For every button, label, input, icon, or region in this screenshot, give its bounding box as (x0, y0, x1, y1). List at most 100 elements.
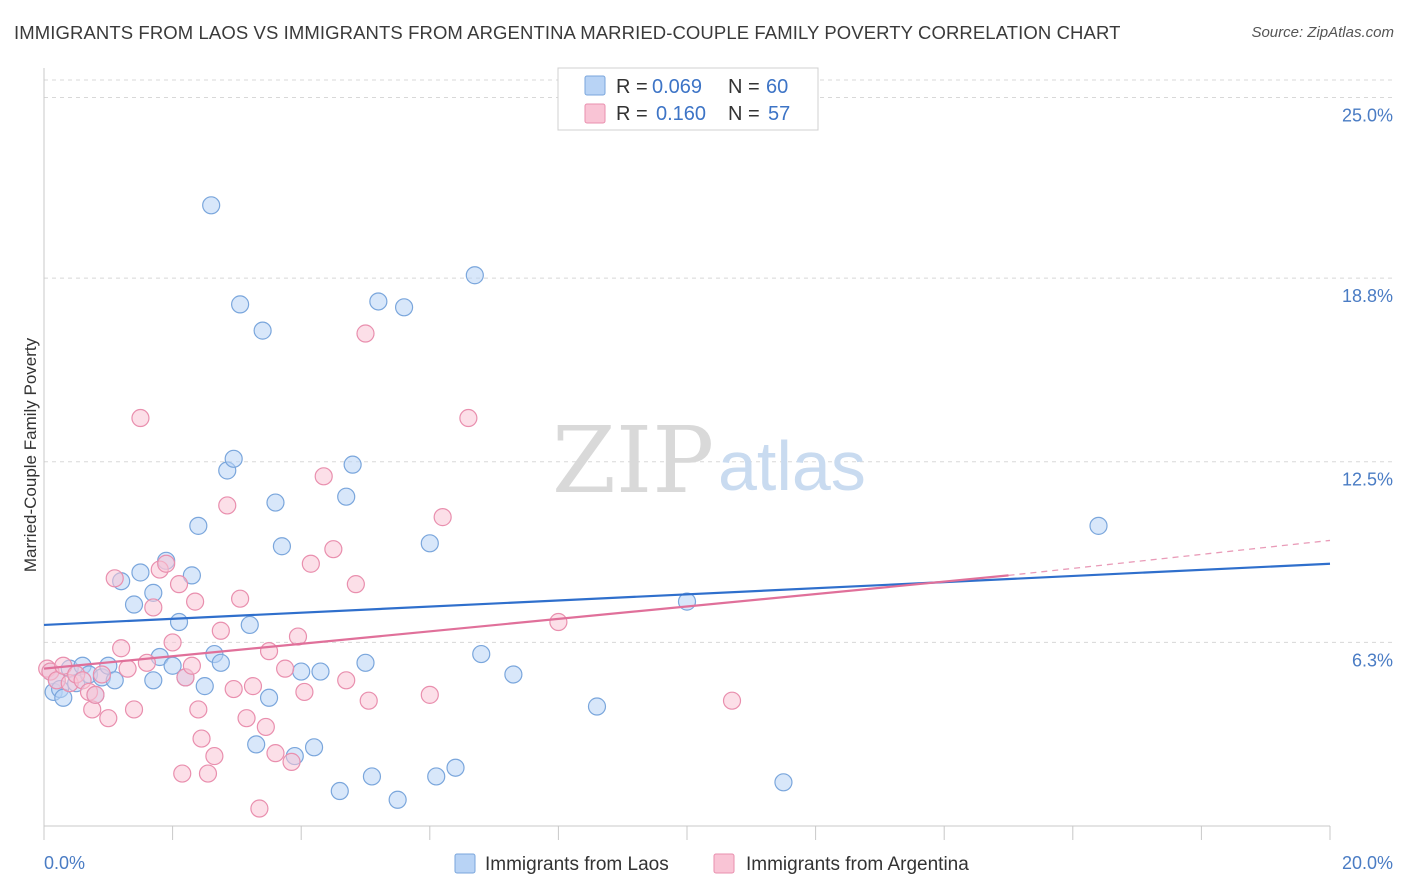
point-argentina (211, 621, 230, 640)
point-argentina (356, 324, 375, 343)
point-argentina (163, 633, 182, 652)
point-laos (304, 738, 324, 757)
point-argentina (324, 540, 343, 559)
point-laos (504, 665, 523, 684)
point-laos (587, 697, 607, 716)
point-laos (330, 781, 349, 801)
axes-layer: 6.3% 12.5% 18.8% 25.0% 0.0% 20.0% (43, 68, 1393, 873)
point-argentina (231, 589, 250, 608)
x-tick-label-min: 0.0% (44, 853, 85, 873)
trendline-argentina (43, 574, 1009, 670)
legend-n-label-laos: N = (728, 76, 760, 98)
point-laos (369, 292, 388, 311)
trendline-extension-argentina (1008, 539, 1331, 577)
point-laos (394, 298, 414, 317)
point-argentina (189, 700, 208, 719)
legend-n-label-argentina: N = (728, 103, 760, 125)
point-argentina (218, 496, 237, 515)
legend-r-label-laos: R = (616, 76, 648, 98)
y-tick-label: 12.5% (1342, 470, 1393, 490)
watermark-zip: ZIP (552, 407, 714, 514)
point-argentina (86, 685, 105, 704)
trend-layer (43, 539, 1331, 670)
point-laos (169, 612, 189, 632)
point-argentina (144, 598, 163, 617)
point-argentina (250, 799, 269, 818)
point-laos (1089, 516, 1108, 535)
watermark: ZIP atlas (552, 407, 866, 514)
point-laos (292, 662, 311, 681)
point-argentina (722, 691, 742, 710)
point-laos (272, 537, 292, 556)
legend-swatch-argentina (584, 103, 606, 124)
point-argentina (173, 764, 192, 783)
point-laos (343, 455, 362, 474)
legend-swatch-laos (584, 75, 606, 96)
point-argentina (433, 508, 452, 527)
bottom-legend-swatch-laos (454, 853, 476, 874)
watermark-atlas: atlas (718, 427, 866, 505)
correlation-legend: R = 0.069 N = 60 R = 0.160 N = 57 (557, 67, 819, 131)
legend-r-value-argentina: 0.160 (656, 103, 706, 125)
point-argentina (549, 612, 568, 632)
point-laos (465, 266, 484, 285)
point-laos (472, 644, 491, 664)
point-laos (182, 566, 201, 585)
series-legend: Immigrants from Laos Immigrants from Arg… (454, 853, 969, 875)
legend-r-value-laos: 0.069 (652, 76, 702, 98)
point-laos (202, 196, 221, 215)
point-argentina (205, 746, 224, 766)
point-argentina (186, 592, 205, 611)
point-argentina (266, 744, 285, 763)
point-argentina (301, 554, 320, 573)
point-laos (337, 487, 356, 506)
point-argentina (224, 679, 243, 699)
point-laos (253, 321, 272, 340)
point-argentina (256, 717, 275, 737)
y-axis-label: Married-Couple Family Poverty (21, 337, 40, 572)
point-laos (131, 563, 150, 582)
trendline-laos (43, 562, 1331, 627)
point-argentina (192, 729, 211, 748)
point-argentina (295, 682, 314, 702)
legend-r-label-argentina: R = (616, 103, 648, 125)
point-laos (224, 449, 243, 468)
point-argentina (169, 575, 189, 594)
point-argentina (237, 709, 256, 728)
chart-title: IMMIGRANTS FROM LAOS VS IMMIGRANTS FROM … (14, 22, 1121, 43)
point-laos (240, 615, 259, 635)
point-laos (446, 758, 465, 777)
point-argentina (92, 665, 111, 684)
point-laos (774, 773, 793, 792)
point-laos (311, 662, 330, 681)
point-laos (247, 735, 266, 754)
grid-layer (44, 79, 1392, 643)
y-tick-label: 25.0% (1342, 105, 1393, 125)
point-argentina (182, 656, 201, 675)
point-argentina (337, 671, 356, 690)
point-laos (388, 790, 407, 809)
point-argentina (243, 677, 263, 696)
point-argentina (157, 554, 176, 573)
point-argentina (459, 408, 478, 428)
point-laos (231, 295, 250, 314)
point-laos (427, 767, 446, 786)
point-argentina (99, 709, 118, 728)
point-laos (144, 671, 163, 690)
source-credit: Source: ZipAtlas.com (1251, 24, 1394, 41)
bottom-legend-label-laos: Immigrants from Laos (485, 854, 669, 875)
legend-n-value-argentina: 57 (768, 103, 790, 125)
point-argentina (420, 685, 439, 704)
x-tick-label-max: 20.0% (1342, 853, 1393, 873)
legend-n-value-laos: 60 (766, 76, 788, 98)
point-laos (420, 534, 439, 553)
point-argentina (137, 653, 156, 672)
bottom-legend-swatch-argentina (713, 853, 735, 874)
point-argentina (131, 408, 150, 428)
point-laos (189, 516, 208, 535)
bottom-legend-label-argentina: Immigrants from Argentina (746, 854, 969, 875)
point-laos (124, 595, 144, 614)
point-argentina (105, 569, 124, 588)
point-argentina (124, 700, 144, 719)
